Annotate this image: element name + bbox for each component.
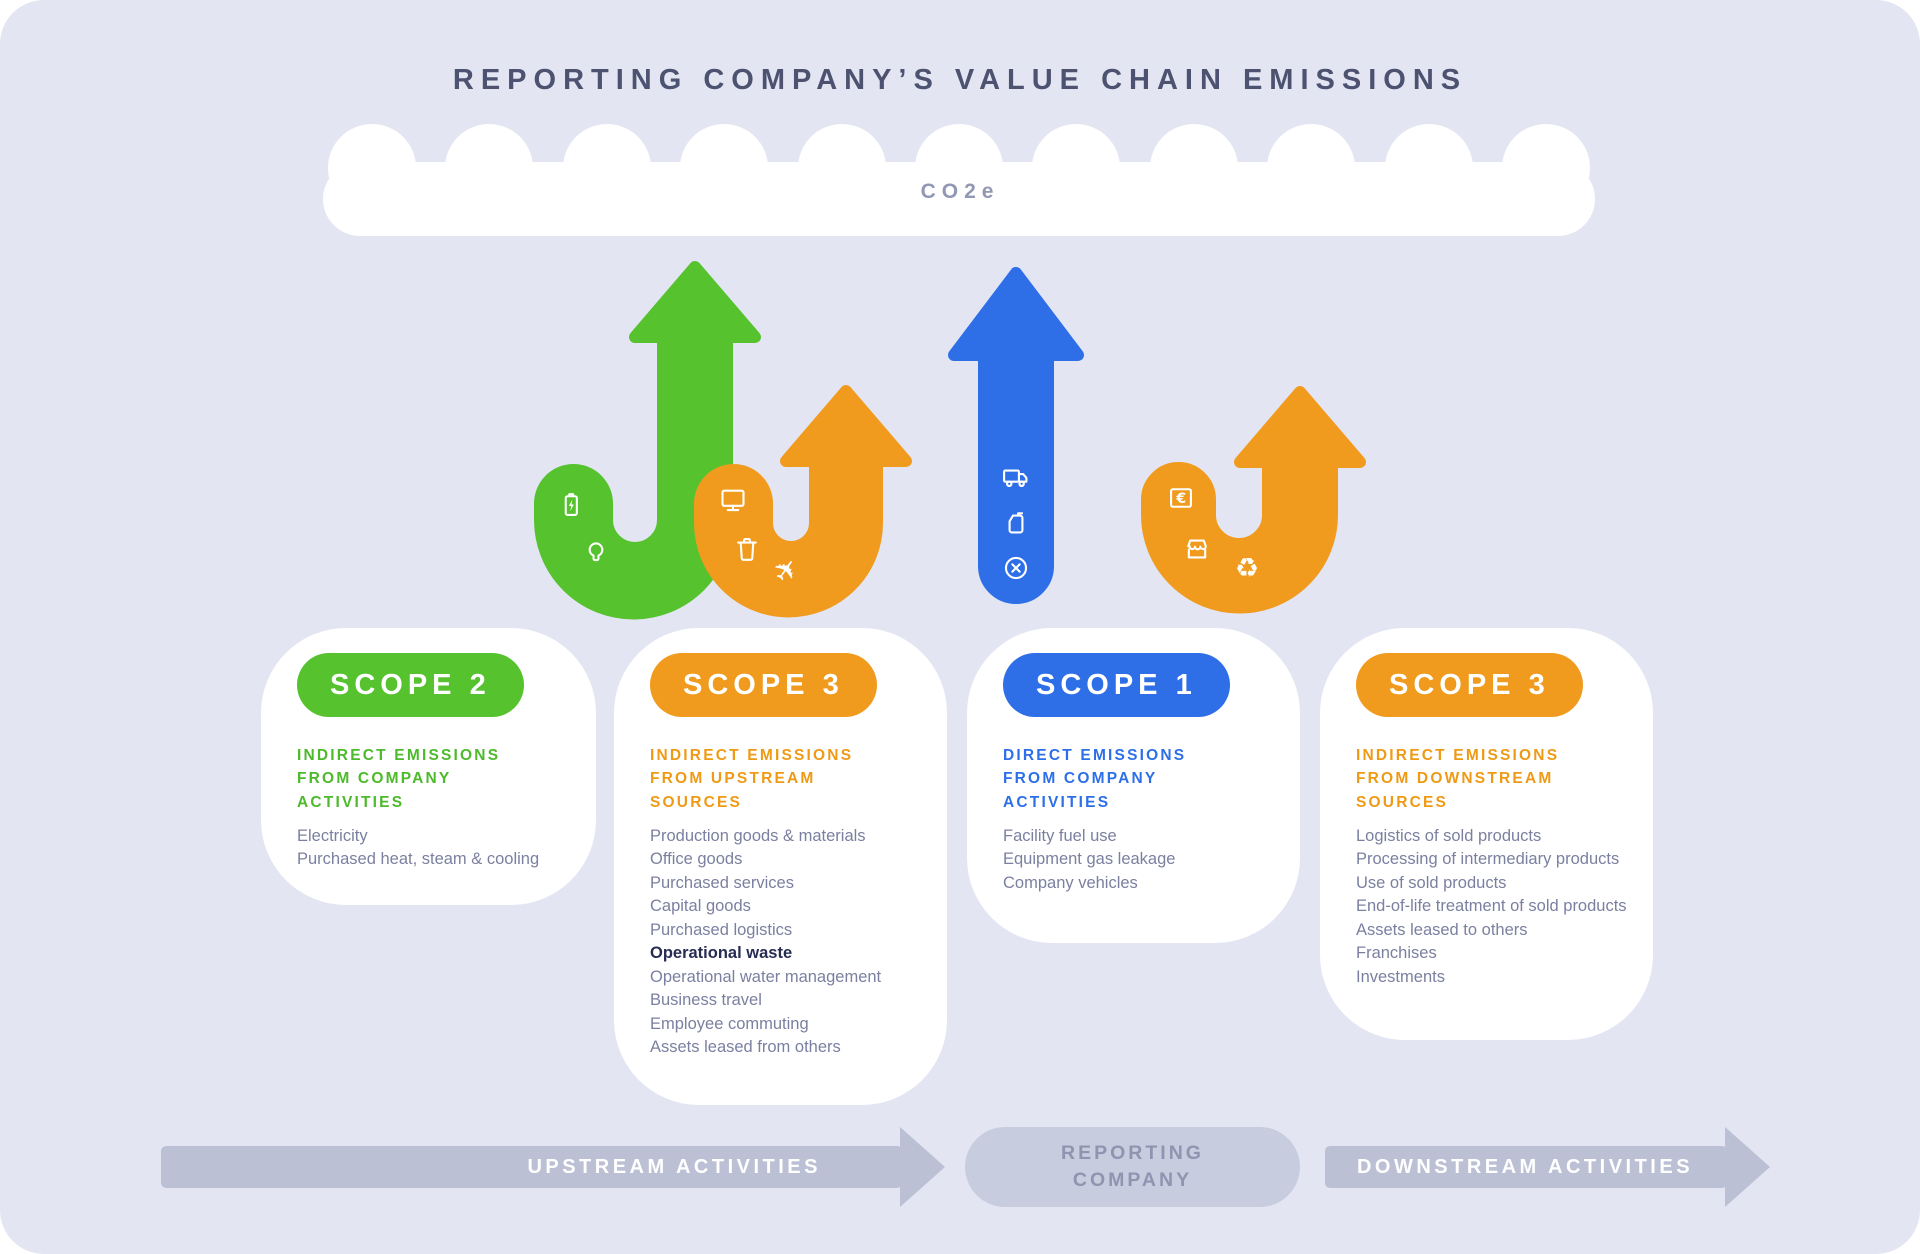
card-item: Investments <box>1356 967 1445 986</box>
card-item: Office goods <box>650 850 743 869</box>
scope2-card-items: Electricity Purchased heat, steam & cooli… <box>297 825 596 872</box>
heading-line: DIRECT EMISSIONS <box>1003 747 1187 764</box>
card-item: Logistics of sold products <box>1356 826 1542 845</box>
heading-line: ACTIVITIES <box>297 793 405 811</box>
heading-line: FROM UPSTREAM <box>650 770 816 788</box>
monitor-icon <box>719 486 747 514</box>
heading-line: SOURCES <box>650 793 743 811</box>
trash-icon <box>733 535 761 563</box>
card-item: Facility fuel use <box>1003 826 1117 845</box>
card-item: Purchased heat, steam & cooling <box>297 850 540 869</box>
heading-line: ACTIVITIES <box>1003 793 1111 811</box>
truck-icon <box>1002 463 1030 491</box>
card-item: Processing of intermediary products <box>1356 850 1620 869</box>
reporting-company-pill <box>965 1127 1300 1207</box>
cloud-label: CO2e <box>920 180 1000 203</box>
company-line: REPORTING <box>1061 1142 1204 1164</box>
scope1-card-heading: DIRECT EMISSIONS FROM COMPANY ACTIVITIES <box>1003 744 1300 814</box>
scope1-arrow <box>948 267 1084 604</box>
scope3-upstream-card-heading: INDIRECT EMISSIONS FROM UPSTREAM SOURCES <box>650 744 947 814</box>
heading-line: FROM COMPANY <box>1003 770 1158 788</box>
card-item: Purchased services <box>650 873 794 892</box>
card-item: Employee commuting <box>650 1014 809 1033</box>
heading-line: FROM COMPANY <box>297 770 452 788</box>
scope1-badge: SCOPE 1 <box>1003 653 1230 717</box>
card-item: Assets leased from others <box>650 1038 841 1057</box>
scope1-card-items: Facility fuel use Equipment gas leakage Co… <box>1003 825 1300 896</box>
heading-line: INDIRECT EMISSIONS <box>297 747 501 764</box>
upstream-activities-label: UPSTREAM ACTIVITIES <box>527 1156 821 1178</box>
card-item: Purchased logistics <box>650 920 793 939</box>
page-title: REPORTING COMPANY’S VALUE CHAIN EMISSION… <box>452 64 1468 96</box>
card-item: Operational waste <box>650 944 793 963</box>
reporting-company-label: REPORTING COMPANY <box>965 1140 1300 1194</box>
x-circle-icon <box>1002 554 1030 582</box>
scope3-downstream-arrow <box>1141 386 1366 614</box>
card-item: Operational water management <box>650 967 882 986</box>
storefront-icon <box>1183 535 1211 563</box>
card-item: Assets leased to others <box>1356 920 1528 939</box>
scope3-downstream-card: SCOPE 3 INDIRECT EMISSIONS FROM DOWNSTREA… <box>1320 628 1653 1040</box>
scope3-downstream-card-items: Logistics of sold products Processing of … <box>1356 825 1653 990</box>
scope2-badge: SCOPE 2 <box>297 653 524 717</box>
cloud-shape <box>323 124 1595 236</box>
scope3-upstream-card: SCOPE 3 INDIRECT EMISSIONS FROM UPSTREAM S… <box>614 628 947 1105</box>
scope3-downstream-badge: SCOPE 3 <box>1356 653 1583 717</box>
scope3-upstream-badge: SCOPE 3 <box>650 653 877 717</box>
lightbulb-icon <box>582 539 610 567</box>
downstream-activities-label: DOWNSTREAM ACTIVITIES <box>1356 1156 1694 1178</box>
svg-text:€: € <box>1175 491 1186 507</box>
card-item: Franchises <box>1356 944 1437 963</box>
recycle-icon: ♻ <box>1234 553 1260 584</box>
card-item: Use of sold products <box>1356 873 1507 892</box>
fuel-can-icon <box>1002 510 1030 538</box>
card-item: Capital goods <box>650 897 751 916</box>
heading-line: INDIRECT EMISSIONS <box>1356 747 1560 764</box>
heading-line: FROM DOWNSTREAM <box>1356 770 1554 788</box>
battery-charging-icon <box>557 491 585 519</box>
euro-sign-icon: € <box>1167 484 1195 512</box>
scope1-card: SCOPE 1 DIRECT EMISSIONS FROM COMPANY ACTI… <box>967 628 1300 943</box>
heading-line: SOURCES <box>1356 793 1449 811</box>
downstream-arrow-shape <box>1325 1127 1770 1207</box>
card-item: Production goods & materials <box>650 826 866 845</box>
scope3-downstream-card-heading: INDIRECT EMISSIONS FROM DOWNSTREAM SOURCES <box>1356 744 1653 814</box>
card-item: Business travel <box>650 991 762 1010</box>
scope2-card-heading: INDIRECT EMISSIONS FROM COMPANY ACTIVITIES <box>297 744 596 814</box>
card-item: Company vehicles <box>1003 873 1138 892</box>
company-line: COMPANY <box>1072 1169 1193 1191</box>
upstream-arrow-shape <box>161 1127 945 1207</box>
card-item: Electricity <box>297 826 368 845</box>
heading-line: INDIRECT EMISSIONS <box>650 747 854 764</box>
scope2-card: SCOPE 2 INDIRECT EMISSIONS FROM COMPANY AC… <box>261 628 596 905</box>
card-item: Equipment gas leakage <box>1003 850 1176 869</box>
scope3-upstream-card-items: Production goods & materials Office goods… <box>650 825 947 1060</box>
card-item: End-of-life treatment of sold products <box>1356 897 1627 916</box>
